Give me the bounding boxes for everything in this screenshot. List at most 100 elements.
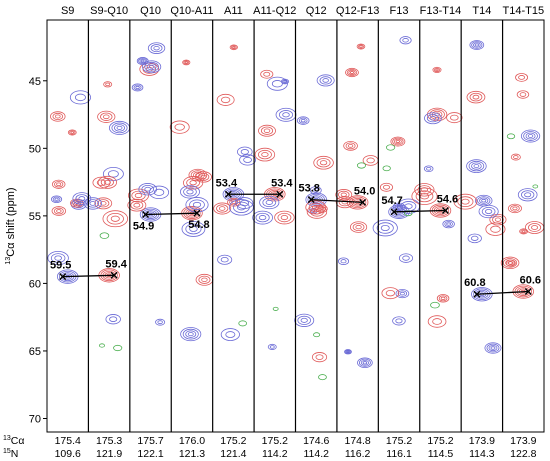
contour-ring bbox=[107, 170, 119, 178]
contour-peak-red bbox=[50, 111, 66, 122]
contour-ring bbox=[376, 222, 394, 234]
contour-ring bbox=[471, 41, 483, 49]
contour-peak-blue bbox=[47, 250, 69, 266]
contour-peak-green bbox=[238, 320, 248, 327]
peak-marker bbox=[224, 190, 232, 198]
contour-ring bbox=[404, 210, 413, 217]
contour-ring bbox=[189, 226, 198, 232]
y-tick-label: 55 bbox=[29, 211, 41, 223]
contour-ring bbox=[54, 255, 62, 261]
contour-ring bbox=[335, 189, 353, 201]
contour-ring bbox=[398, 253, 414, 263]
contour-ring bbox=[67, 129, 77, 136]
contour-ring bbox=[402, 255, 410, 261]
contour-ring bbox=[322, 78, 329, 83]
contour-ring bbox=[218, 206, 226, 211]
connection-line bbox=[476, 290, 529, 295]
contour-ring bbox=[348, 196, 367, 209]
contour-ring bbox=[50, 253, 66, 263]
contour-ring bbox=[138, 57, 148, 65]
shift-value-label: 54.0 bbox=[354, 185, 375, 197]
strip-label: F13 bbox=[390, 5, 409, 17]
contour-peak-blue bbox=[520, 129, 541, 143]
contour-ring bbox=[139, 58, 146, 64]
contour-peak-blue bbox=[337, 257, 350, 265]
contour-ring bbox=[390, 136, 406, 147]
contour-ring bbox=[155, 318, 166, 326]
contour-ring bbox=[144, 61, 159, 72]
contour-ring bbox=[477, 196, 491, 206]
contour-ring bbox=[305, 200, 327, 215]
contour-ring bbox=[54, 181, 64, 188]
peak-marker bbox=[110, 271, 118, 279]
contour-peak-red bbox=[103, 81, 113, 88]
contour-ring bbox=[446, 112, 463, 124]
contour-peak-red bbox=[453, 193, 478, 210]
contour-ring bbox=[149, 185, 170, 200]
contour-peak-red bbox=[519, 228, 528, 235]
contour-ring bbox=[346, 68, 358, 77]
contour-peak-red bbox=[349, 221, 368, 233]
contour-peak-green bbox=[430, 301, 440, 309]
carbon-shift-value: 175.2 bbox=[220, 435, 246, 447]
contour-ring bbox=[446, 222, 451, 226]
contour-ring bbox=[185, 330, 197, 338]
contour-peak-blue bbox=[105, 314, 121, 325]
contour-peak-red bbox=[507, 203, 522, 214]
contour-ring bbox=[280, 215, 289, 221]
contour-peak-red bbox=[67, 129, 77, 136]
contour-ring bbox=[146, 63, 157, 71]
contour-ring bbox=[252, 210, 273, 225]
contour-peak-red bbox=[515, 73, 529, 82]
contour-ring bbox=[98, 343, 105, 348]
contour-ring bbox=[100, 112, 113, 121]
contour-ring bbox=[105, 82, 111, 87]
contour-peak-red bbox=[510, 153, 521, 161]
contour-ring bbox=[74, 93, 86, 102]
shift-value-label: 54.6 bbox=[437, 193, 458, 205]
contour-ring bbox=[524, 192, 532, 198]
contour-ring bbox=[258, 124, 276, 137]
contour-peak-red bbox=[524, 221, 544, 234]
contour-ring bbox=[96, 179, 107, 186]
contour-ring bbox=[139, 62, 160, 76]
carbon-shift-value: 174.8 bbox=[344, 435, 370, 447]
contour-ring bbox=[355, 224, 362, 230]
contour-ring bbox=[185, 197, 209, 213]
contour-ring bbox=[362, 361, 368, 365]
contour-ring bbox=[297, 315, 311, 325]
carbon-shift-value: 175.2 bbox=[427, 435, 453, 447]
contour-ring bbox=[312, 188, 319, 193]
strip-label: A11-Q12 bbox=[253, 5, 296, 17]
contour-ring bbox=[186, 189, 194, 195]
contour-peak-blue bbox=[155, 318, 166, 326]
contour-ring bbox=[111, 122, 128, 134]
contour-ring bbox=[426, 114, 439, 123]
contour-ring bbox=[233, 201, 250, 213]
contour-ring bbox=[144, 186, 152, 192]
carbon-shift-value: 173.9 bbox=[469, 435, 495, 447]
contour-ring bbox=[105, 314, 121, 325]
contour-ring bbox=[490, 225, 501, 233]
contour-ring bbox=[52, 196, 61, 202]
contour-ring bbox=[189, 180, 197, 186]
contour-ring bbox=[56, 209, 62, 213]
nitrogen-shift-value: 114.2 bbox=[262, 448, 288, 460]
contour-ring bbox=[267, 343, 277, 350]
contour-peak-red bbox=[500, 256, 520, 270]
contour-ring bbox=[484, 342, 502, 354]
y-axis-title: 13Cα shift (ppm) bbox=[5, 187, 17, 264]
contour-ring bbox=[50, 111, 66, 122]
contour-ring bbox=[429, 109, 445, 120]
contour-ring bbox=[359, 45, 363, 48]
contour-ring bbox=[474, 43, 479, 47]
contour-ring bbox=[466, 159, 487, 173]
connection-line bbox=[311, 199, 363, 204]
contour-ring bbox=[259, 195, 280, 210]
contour-ring bbox=[195, 171, 212, 183]
contour-ring bbox=[395, 288, 410, 299]
contour-ring bbox=[427, 315, 447, 328]
contour-ring bbox=[515, 73, 529, 82]
contour-ring bbox=[238, 320, 248, 327]
contour-peak-blue bbox=[51, 195, 63, 204]
